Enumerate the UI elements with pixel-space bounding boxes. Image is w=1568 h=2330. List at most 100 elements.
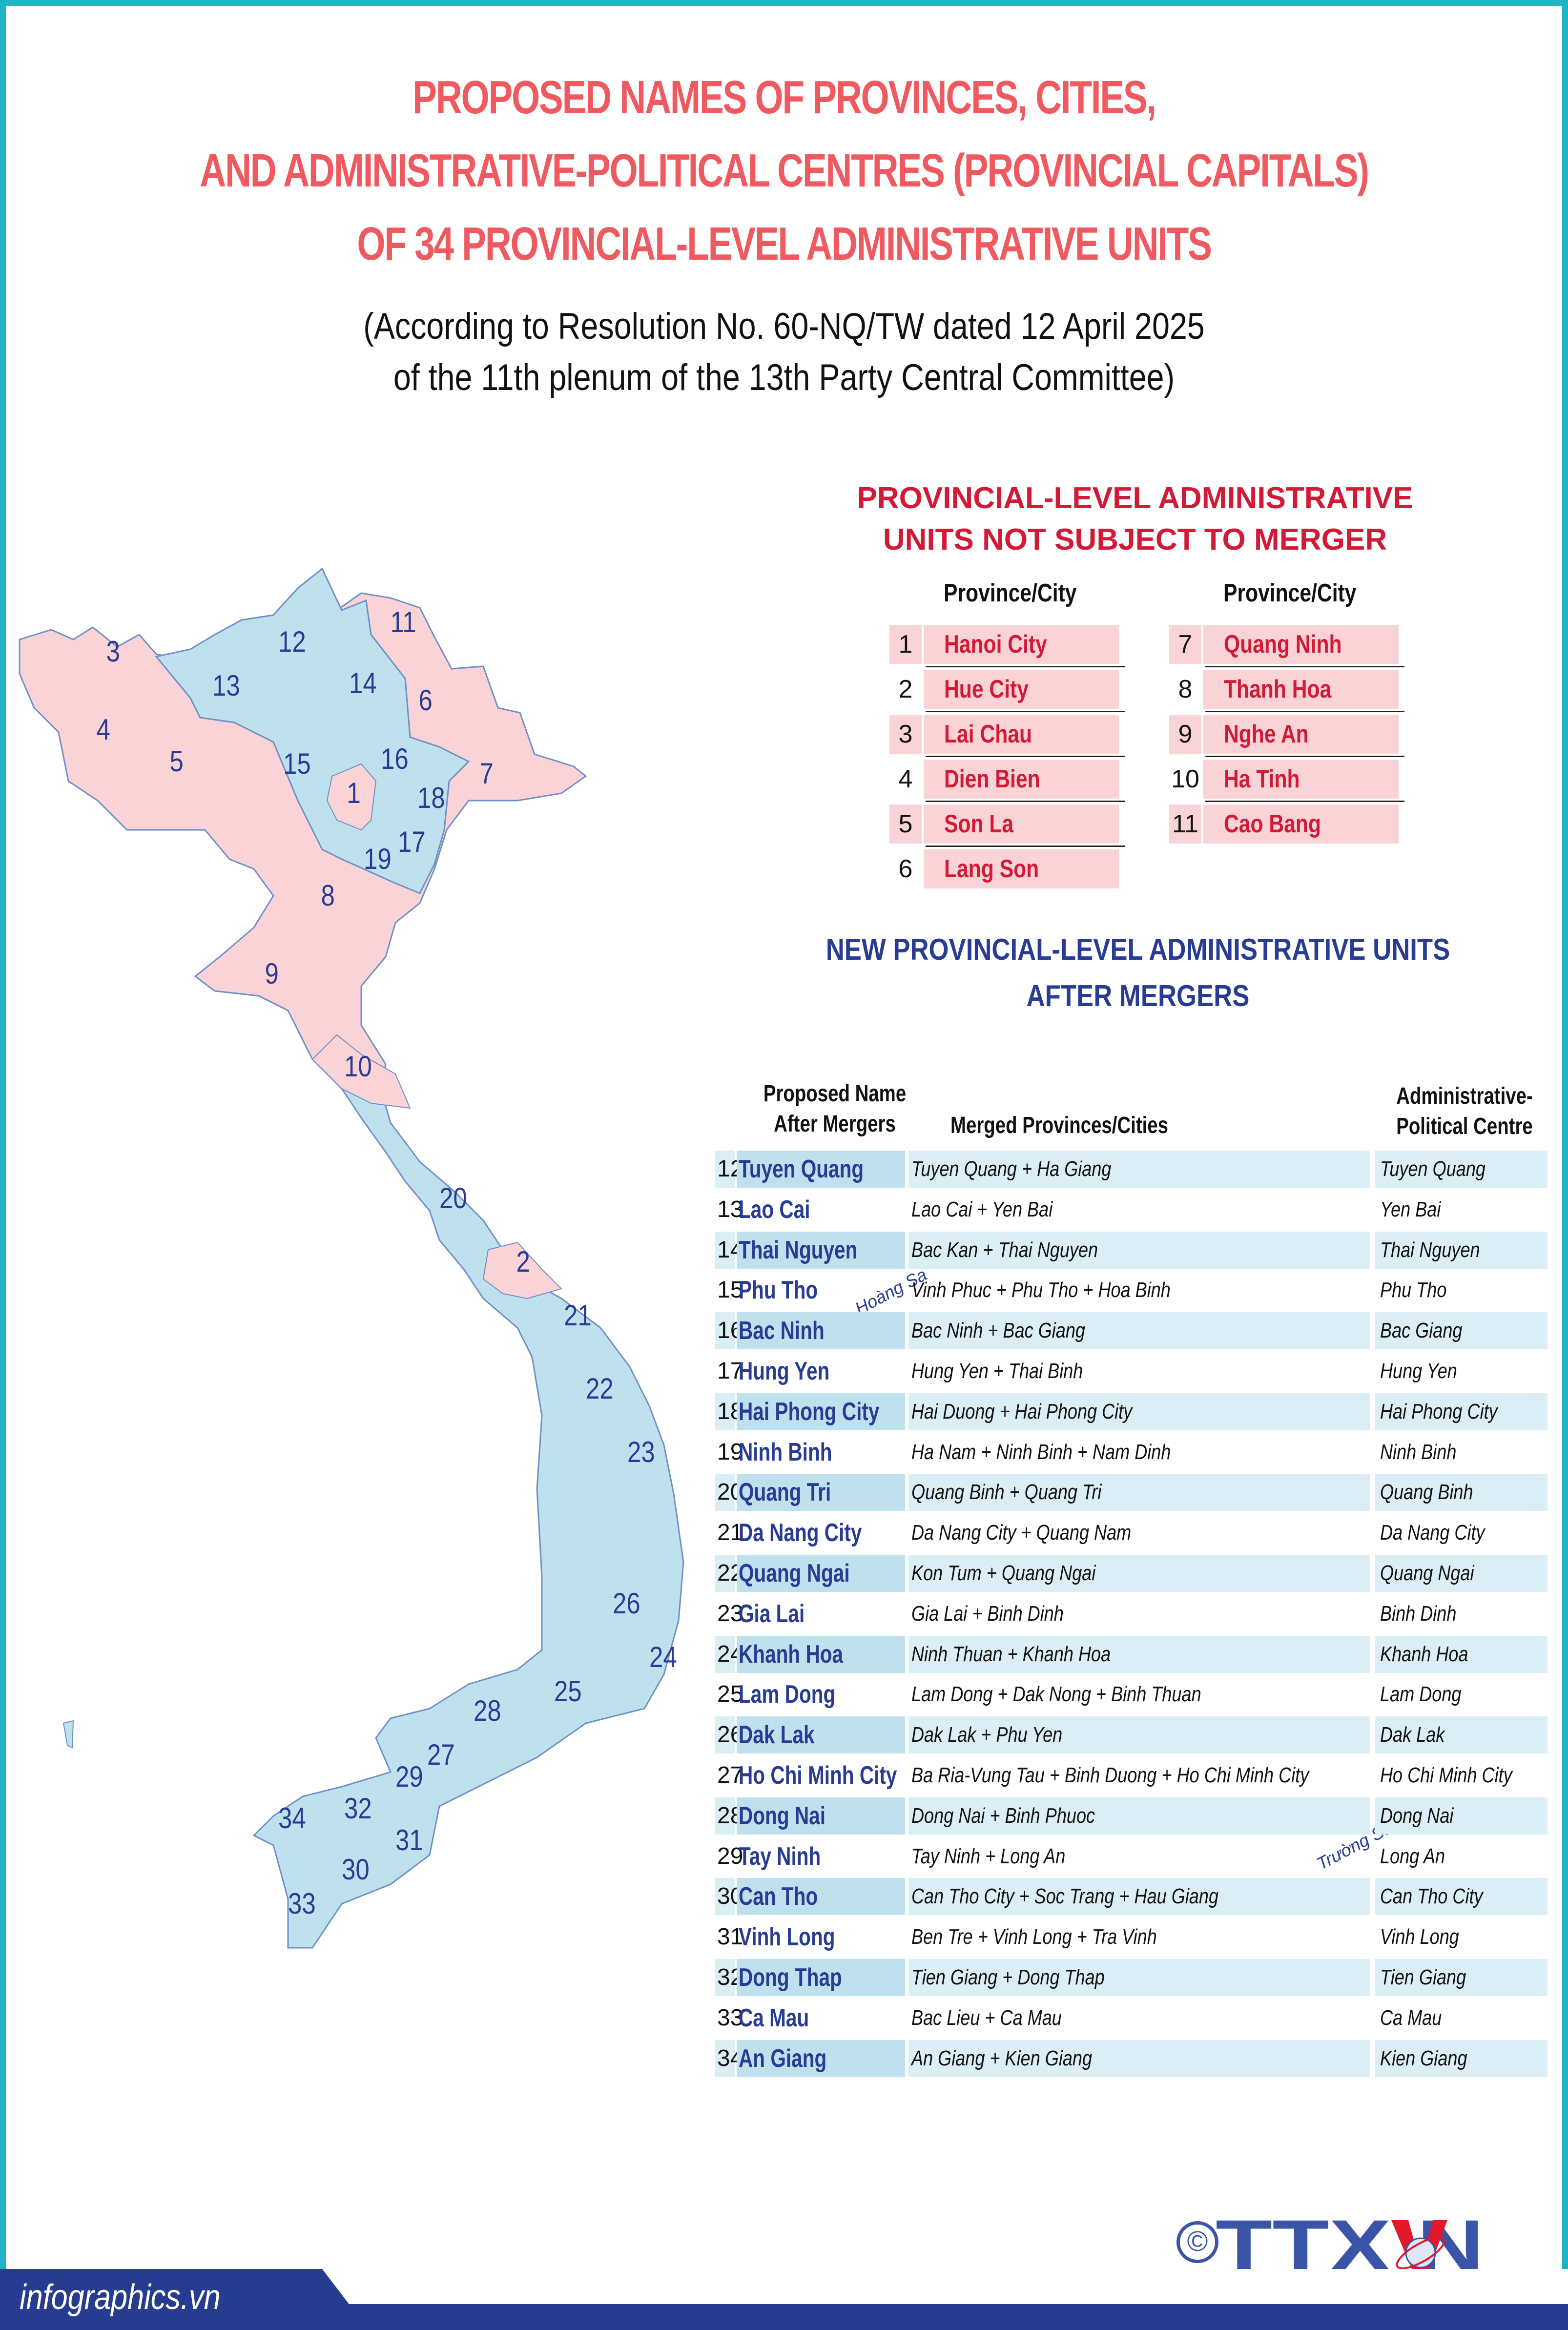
table-row: 16 Bac Ninh Bac Ninh + Bac Giang Bac Giang <box>715 1312 1547 1350</box>
frame-border-left <box>0 0 6 2270</box>
political-centre: Dak Lak <box>1375 1716 1547 1754</box>
merged-provinces-text: Tien Giang + Dong Thap <box>911 1965 1105 1989</box>
page-title-line-3: OF 34 PROVINCIAL-LEVEL ADMINISTRATIVE UN… <box>357 218 1212 270</box>
column-header-centre: Administrative- Political Centre <box>1382 1081 1547 1142</box>
proposed-name: Quang Ngai <box>737 1555 905 1592</box>
proposed-name-text: Khanh Hoa <box>739 1640 844 1669</box>
row-number: 33 <box>717 2004 743 2031</box>
row-number: 1 <box>889 625 922 664</box>
map-region-number: 22 <box>586 1372 614 1405</box>
row-number: 28 <box>715 1797 743 1835</box>
merged-provinces: Ninh Thuan + Khanh Hoa <box>908 1635 1370 1673</box>
merged-provinces: Hung Yen + Thai Binh <box>908 1353 1370 1390</box>
political-centre: Thai Nguyen <box>1375 1231 1547 1269</box>
map-region-number: 21 <box>564 1299 592 1332</box>
table-row: 25 Lam Dong Lam Dong + Dak Nong + Binh Thu… <box>715 1676 1547 1713</box>
subtitle-line-2: of the 11th plenum of the 13th Party Cen… <box>393 357 1175 398</box>
province-name-text: Lang Son <box>944 855 1039 883</box>
merged-provinces-text: Da Nang City + Quang Nam <box>911 1521 1132 1545</box>
row-number: 17 <box>717 1358 743 1384</box>
merged-provinces-text: Lao Cai + Yen Bai <box>911 1197 1053 1221</box>
table-row: 33 Ca Mau Bac Lieu + Ca Mau Ca Mau <box>715 2000 1547 2037</box>
row-number: 2 <box>898 675 913 703</box>
map-region-central <box>252 1088 684 1949</box>
row-number: 29 <box>717 1843 743 1869</box>
merged-provinces: Can Tho City + Soc Trang + Hau Giang <box>908 1878 1370 1916</box>
political-centre: Can Tho City <box>1375 1878 1547 1916</box>
map-island-phu-quoc <box>62 1720 74 1749</box>
row-divider <box>926 801 1125 802</box>
proposed-name: Dak Lak <box>737 1716 905 1754</box>
proposed-name-text: Hung Yen <box>739 1357 830 1385</box>
row-number: 4 <box>898 765 913 793</box>
proposed-name-text: Can Tho <box>739 1882 818 1911</box>
table-row: 22 Quang Ngai Kon Tum + Quang Ngai Quang Ng… <box>715 1555 1547 1592</box>
page-title-line-1: PROPOSED NAMES OF PROVINCES, CITIES, <box>413 71 1156 124</box>
row-divider <box>926 666 1125 667</box>
table-row: 24 Khanh Hoa Ninh Thuan + Khanh Hoa Khanh H… <box>715 1635 1547 1673</box>
table-row: 13 Lao Cai Lao Cai + Yen Bai Yen Bai <box>715 1191 1547 1228</box>
row-number: 14 <box>715 1231 743 1269</box>
merged-provinces-text: Quang Binh + Quang Tri <box>911 1480 1102 1505</box>
political-centre: Quang Binh <box>1375 1474 1547 1511</box>
political-centre-text: Lam Dong <box>1380 1682 1462 1707</box>
proposed-name: Phu Tho <box>737 1272 905 1309</box>
table-row: 31 Vinh Long Ben Tre + Vinh Long + Tra Vin… <box>715 1918 1547 1956</box>
copyright-icon: © <box>1176 2221 1218 2263</box>
political-centre-text: Hai Phong City <box>1380 1399 1498 1423</box>
map-region-number: 23 <box>627 1436 655 1468</box>
proposed-name-text: Ninh Binh <box>739 1438 832 1466</box>
row-number: 21 <box>717 1520 743 1546</box>
table-row: 23 Gia Lai Gia Lai + Binh Dinh Binh Dinh <box>715 1595 1547 1632</box>
merged-provinces-text: Tay Ninh + Long An <box>911 1844 1066 1868</box>
table-row: 21 Da Nang City Da Nang City + Quang Nam Da… <box>715 1514 1547 1551</box>
proposed-name: Bac Ninh <box>737 1312 905 1350</box>
header-text: Proposed Name <box>763 1081 907 1107</box>
map-region-number: 2 <box>516 1245 530 1278</box>
proposed-name: Can Tho <box>737 1878 905 1916</box>
column-header-province-left: Province/City <box>944 579 1077 607</box>
province-name-text: Ha Tinh <box>1224 765 1300 793</box>
merged-provinces-text: Vinh Phuc + Phu Tho + Hoa Binh <box>911 1278 1171 1302</box>
section-merged-title-2: AFTER MERGERS <box>1026 979 1250 1013</box>
map-region-number: 14 <box>349 667 377 700</box>
table-row: 30 Can Tho Can Tho City + Soc Trang + Hau … <box>715 1878 1547 1916</box>
political-centre-text: Ho Chi Minh City <box>1380 1763 1512 1787</box>
proposed-name: Tuyen Quang <box>737 1151 905 1188</box>
proposed-name: Lao Cai <box>737 1191 905 1228</box>
map-region-number: 29 <box>395 1760 423 1793</box>
map-region-number: 9 <box>265 957 279 990</box>
row-number: 15 <box>717 1277 743 1303</box>
merged-provinces: Tien Giang + Dong Thap <box>908 1959 1370 1996</box>
row-number: 30 <box>715 1878 743 1916</box>
merged-provinces-text: Dong Nai + Binh Phuoc <box>911 1803 1095 1828</box>
political-centre: Yen Bai <box>1375 1191 1547 1228</box>
map-region-number: 33 <box>288 1887 316 1920</box>
proposed-name-text: Da Nang City <box>739 1519 862 1547</box>
province-name: Nghe An <box>1203 715 1399 754</box>
political-centre-text: Long An <box>1380 1844 1445 1868</box>
merged-provinces-text: Ha Nam + Ninh Binh + Nam Dinh <box>911 1440 1171 1464</box>
column-header-province-right: Province/City <box>1223 579 1357 607</box>
map-region-number: 15 <box>283 747 311 780</box>
proposed-name-text: Ca Mau <box>739 2003 809 2032</box>
row-divider <box>926 711 1125 712</box>
merged-provinces: Lao Cai + Yen Bai <box>908 1191 1370 1228</box>
political-centre: Long An <box>1375 1838 1547 1875</box>
row-number: 6 <box>898 855 913 883</box>
map-region-number: 32 <box>344 1792 372 1825</box>
proposed-name: Ca Mau <box>737 2000 905 2037</box>
political-centre: Hung Yen <box>1375 1353 1547 1390</box>
row-divider <box>1205 711 1404 712</box>
row-number: 11 <box>1169 804 1201 844</box>
political-centre-text: Binh Dinh <box>1380 1601 1457 1626</box>
merged-provinces: Bac Kan + Thai Nguyen <box>908 1231 1370 1269</box>
proposed-name-text: Dong Thap <box>739 1963 842 1992</box>
province-name-text: Cao Bang <box>1224 810 1321 838</box>
proposed-name: Dong Thap <box>737 1959 905 1996</box>
header-text: After Mergers <box>774 1111 896 1137</box>
site-url[interactable]: infographics.vn <box>20 2278 221 2317</box>
proposed-name: Tay Ninh <box>737 1838 905 1875</box>
subtitle-line-1: (According to Resolution No. 60-NQ/TW da… <box>363 306 1205 347</box>
political-centre-text: Hung Yen <box>1380 1359 1457 1383</box>
